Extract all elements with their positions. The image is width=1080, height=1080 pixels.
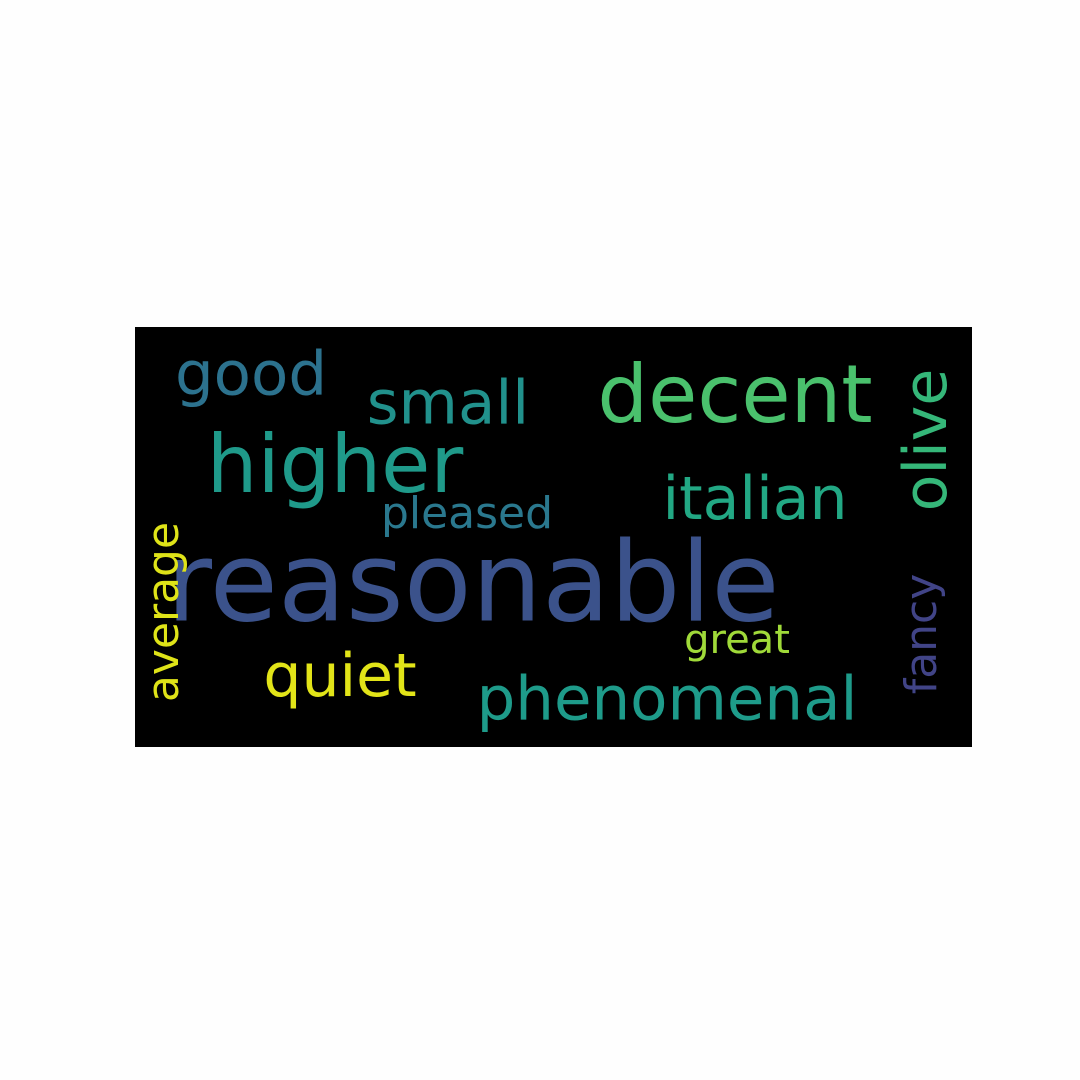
word-quiet: quiet — [263, 641, 417, 711]
word-small: small — [366, 367, 530, 439]
word-higher: higher — [206, 418, 464, 511]
word-fancy: fancy — [896, 573, 947, 695]
word-average: average — [138, 521, 189, 703]
word-great: great — [684, 617, 790, 663]
word-italian: italian — [662, 464, 848, 534]
word-olive: olive — [891, 368, 961, 512]
word-decent: decent — [597, 348, 873, 441]
word-cloud: reasonable higher decent italian phenome… — [135, 327, 972, 747]
word-reasonable: reasonable — [166, 518, 780, 648]
word-phenomenal: phenomenal — [476, 663, 858, 735]
word-good: good — [174, 338, 328, 410]
word-pleased: pleased — [380, 488, 554, 539]
